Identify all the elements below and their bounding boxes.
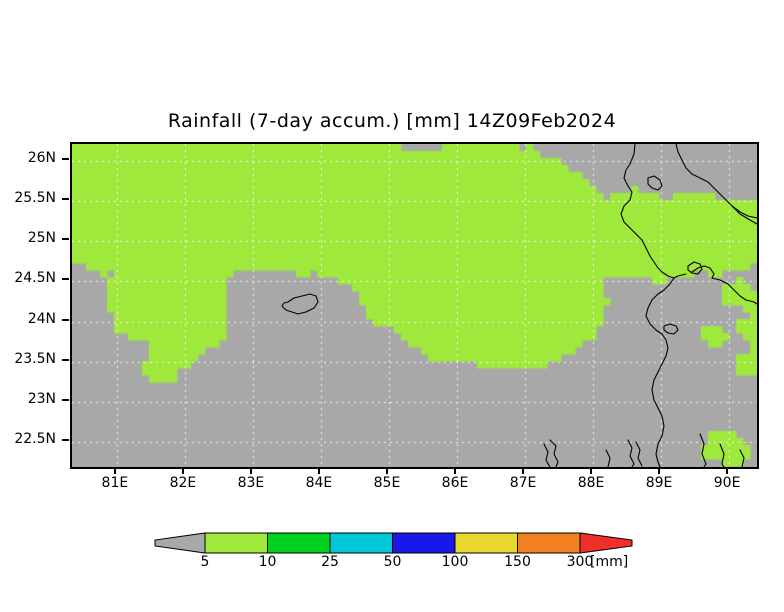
xtick-label-82e: 82E (169, 475, 197, 491)
colorbar-units-label: [mm] (590, 554, 629, 570)
colorbar-swatch-below-min (154, 532, 206, 554)
ytick-label-23n: 23N (27, 390, 56, 407)
colorbar-tick-100: 100 (441, 554, 469, 570)
colorbar-swatch-above-max (579, 532, 633, 554)
xtick-label-83e: 83E (237, 475, 265, 491)
colorbar-tick-5: 5 (200, 554, 210, 570)
rainfall-raster-layer (72, 144, 757, 467)
xtick-label-81e: 81E (101, 475, 129, 491)
xtick-mark (726, 467, 729, 474)
page-title: Rainfall (7-day accum.) [mm] 14Z09Feb202… (167, 110, 617, 132)
ytick-mark (62, 398, 69, 401)
xtick-mark (317, 467, 320, 474)
ytick-mark (62, 318, 69, 321)
xtick-label-89e: 89E (645, 475, 673, 491)
xtick-label-85e: 85E (373, 475, 401, 491)
xtick-mark (522, 467, 525, 474)
ytick-label-26n: 26N (27, 149, 56, 166)
ytick-label-25n: 25N (27, 230, 56, 247)
colorbar-swatch-5-10 (204, 532, 268, 554)
ytick-mark (62, 157, 69, 160)
ytick-mark (62, 278, 69, 281)
xtick-mark (385, 467, 388, 474)
ytick-label-22.5n: 22.5N (14, 431, 56, 448)
colorbar-swatch-50-100 (392, 532, 456, 554)
xtick-mark (181, 467, 184, 474)
colorbar-tick-300: 300 (566, 554, 594, 570)
ytick-mark (62, 358, 69, 361)
colorbar: [mm] 5 10 25 50 100 150 300 (150, 528, 650, 588)
ytick-label-25.5n: 25.5N (14, 190, 56, 207)
xtick-label-84e: 84E (305, 475, 333, 491)
colorbar-tick-150: 150 (504, 554, 531, 570)
xtick-mark (590, 467, 593, 474)
xtick-mark (249, 467, 252, 474)
colorbar-tick-50: 50 (383, 554, 402, 570)
ytick-mark (62, 198, 69, 201)
colorbar-swatch-150-300 (517, 532, 581, 554)
colorbar-swatches (154, 532, 633, 554)
rainfall-map-frame (70, 142, 759, 469)
ytick-mark (62, 238, 69, 241)
ytick-label-23.5n: 23.5N (14, 350, 56, 367)
colorbar-tick-25: 25 (321, 554, 339, 570)
xtick-label-88e: 88E (577, 475, 605, 491)
xtick-label-86e: 86E (441, 475, 469, 491)
xtick-mark (454, 467, 456, 474)
colorbar-tick-10: 10 (258, 554, 277, 570)
ytick-label-24n: 24N (27, 310, 56, 327)
xtick-mark (113, 467, 116, 474)
colorbar-swatch-25-50 (329, 532, 393, 554)
ytick-mark (62, 439, 69, 442)
colorbar-swatch-10-25 (267, 532, 331, 554)
ytick-label-24.5n: 24.5N (14, 270, 56, 287)
xtick-label-90e: 90E (713, 475, 741, 491)
xtick-label-87e: 87E (509, 475, 537, 491)
colorbar-swatch-100-150 (454, 532, 518, 554)
xtick-mark (658, 467, 661, 474)
